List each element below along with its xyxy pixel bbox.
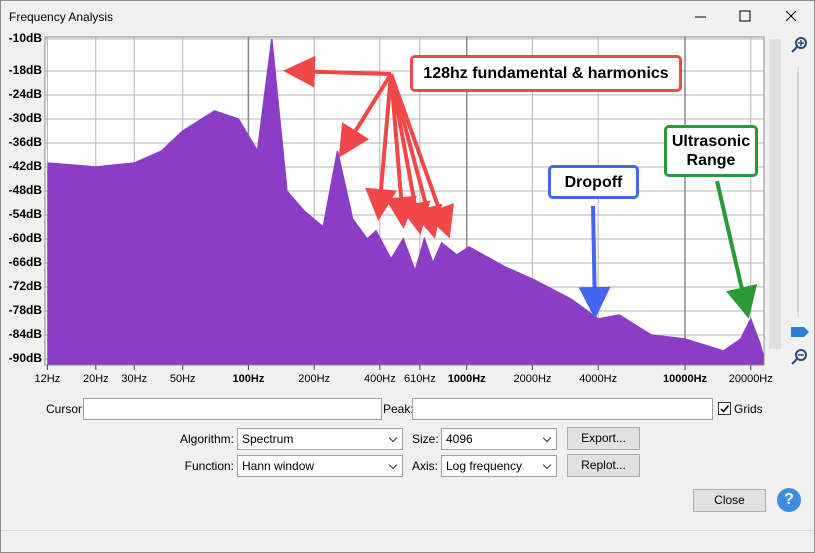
help-button[interactable]: ?	[777, 488, 801, 512]
y-tick-label: -66dB	[9, 255, 43, 269]
x-tick-label: 10000Hz	[663, 373, 708, 385]
annotation: Dropoff	[548, 165, 639, 199]
cursor-label: Cursor:	[46, 402, 86, 416]
x-tick-label: 30Hz	[121, 373, 147, 385]
cursor-field[interactable]	[83, 398, 382, 420]
axis-select[interactable]: Log frequency	[441, 455, 557, 477]
y-tick-label: -42dB	[9, 159, 43, 173]
x-tick-label: 100Hz	[233, 373, 265, 385]
close-x[interactable]	[785, 10, 797, 22]
annotation: Ultrasonic Range	[664, 125, 758, 177]
status-divider	[1, 530, 814, 531]
grids-checkbox[interactable]	[718, 402, 731, 415]
y-tick-label: -54dB	[9, 207, 43, 221]
y-tick-label: -48dB	[9, 183, 43, 197]
y-tick-label: -72dB	[9, 279, 43, 293]
arrows	[283, 55, 758, 319]
size-select[interactable]: 4096	[441, 428, 557, 450]
peak-label: Peak:	[383, 402, 414, 416]
y-tick-label: -30dB	[9, 111, 43, 125]
x-tick-label: 20Hz	[83, 373, 109, 385]
grids-label: Grids	[734, 402, 763, 416]
y-tick-label: -60dB	[9, 231, 43, 245]
size-label: Size:	[412, 432, 439, 446]
x-tick-label: 20000Hz	[729, 373, 773, 385]
x-tick-label: 1000Hz	[448, 373, 486, 385]
zoom-slider[interactable]	[769, 37, 809, 365]
x-tick-label: 12Hz	[35, 373, 61, 385]
y-tick-label: -24dB	[9, 87, 43, 101]
zoom-in[interactable]	[791, 37, 807, 53]
annotation: 128hz fundamental & harmonics	[410, 55, 682, 92]
maximize[interactable]	[739, 10, 751, 22]
export-button[interactable]: Export...	[567, 427, 640, 450]
x-tick-label: 610Hz	[404, 373, 436, 385]
function-select[interactable]: Hann window	[237, 455, 403, 477]
y-tick-label: -10dB	[9, 31, 43, 45]
y-tick-label: -90dB	[9, 351, 43, 365]
checkmark	[720, 404, 730, 413]
slider-thumb[interactable]	[791, 327, 809, 337]
function-label: Function:	[184, 459, 234, 473]
close-button[interactable]: Close	[693, 489, 766, 512]
checkmark-path	[720, 404, 730, 413]
y-tick-label: -84dB	[9, 327, 43, 341]
slider-track[interactable]	[769, 39, 781, 349]
slider-rail[interactable]	[797, 67, 799, 317]
area-line	[47, 38, 765, 360]
area-fill	[47, 39, 764, 365]
x-tick-label: 4000Hz	[579, 373, 617, 385]
x-tick-label: 400Hz	[364, 373, 396, 385]
axis-label: Axis:	[412, 459, 439, 473]
algorithm-select[interactable]: Spectrum	[237, 428, 403, 450]
algorithm-label: Algorithm:	[179, 432, 234, 446]
replot-button[interactable]: Replot...	[567, 454, 640, 477]
y-tick-label: -78dB	[9, 303, 43, 317]
window-buttons[interactable]	[695, 10, 797, 22]
plot-border	[44, 36, 765, 366]
window-title: Frequency Analysis	[9, 10, 114, 24]
peak-field[interactable]	[412, 398, 713, 420]
x-tick-label: 2000Hz	[513, 373, 551, 385]
y-tick-label: -36dB	[9, 135, 43, 149]
y-tick-label: -18dB	[9, 63, 43, 77]
x-tick-label: 50Hz	[170, 373, 196, 385]
x-tick-label: 200Hz	[298, 373, 330, 385]
zoom-out[interactable]	[791, 349, 807, 365]
